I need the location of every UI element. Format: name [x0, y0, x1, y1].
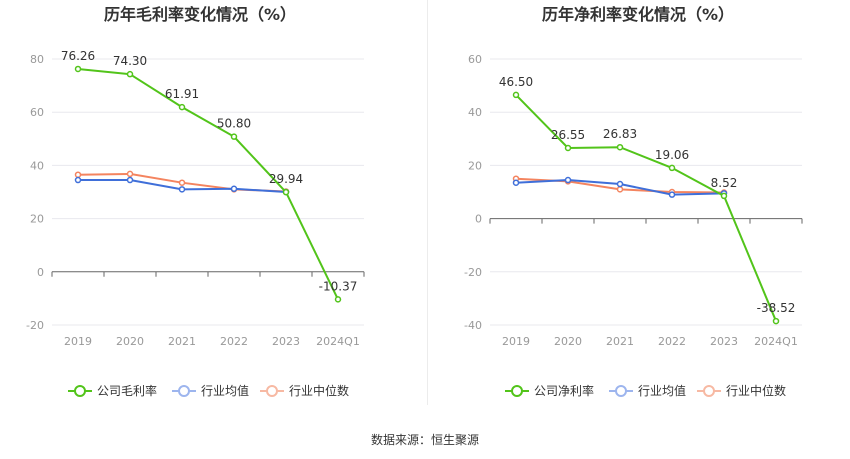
chart-1-series-0-point — [668, 164, 676, 172]
chart-0-legend-1-label: 行业均值 — [201, 383, 249, 398]
chart-1-data-label: 19.06 — [655, 148, 689, 162]
chart-0-legend-1-marker — [178, 385, 190, 397]
chart-1-data-label: 26.55 — [551, 128, 585, 142]
chart-1-x-tick: 2023 — [710, 335, 738, 348]
chart-0-x-tick: 2020 — [116, 335, 144, 348]
chart-1-legend-1-marker — [615, 385, 627, 397]
chart-0-y-tick: -20 — [26, 319, 44, 332]
chart-1-y-tick: 0 — [475, 213, 482, 226]
chart-0-series-0-point — [230, 133, 238, 140]
chart-1-series-1-point — [668, 191, 676, 198]
chart-1-series-0-point — [564, 144, 572, 152]
source-label: 数据来源：恒生聚源 — [370, 433, 479, 447]
chart-0-data-label: -10.37 — [319, 279, 358, 293]
chart-0-x-tick: 2023 — [272, 335, 300, 348]
chart-0-data-label: 76.26 — [61, 49, 95, 63]
chart-0-series-0-point — [74, 65, 82, 73]
chart-0-series-2-point — [74, 171, 82, 178]
chart-1-y-tick: -40 — [464, 319, 482, 332]
chart-0-data-label: 61.91 — [165, 87, 199, 101]
chart-1-x-tick: 2021 — [606, 335, 634, 348]
chart-0-legend-0-marker — [74, 385, 86, 397]
chart-1-data-label: 46.50 — [499, 75, 533, 89]
chart-1-data-label: 26.83 — [603, 127, 637, 141]
chart-1-series-0-point — [616, 143, 624, 151]
chart-0-series-0-point — [334, 296, 342, 303]
chart-0-legend-2-label: 行业中位数 — [289, 383, 349, 398]
chart-1-legend-1-label: 行业均值 — [638, 383, 686, 398]
chart-0-series-0-point — [126, 70, 134, 78]
chart-1-series-1-point — [564, 176, 572, 184]
chart-1-series-0-point — [512, 91, 520, 99]
chart-1-y-tick: 40 — [468, 106, 482, 119]
chart-1-x-tick: 2019 — [502, 335, 530, 348]
chart-1-data-label: 8.52 — [711, 176, 738, 190]
chart-0-data-label: 29.94 — [269, 172, 303, 186]
chart-0-series-1-point — [126, 176, 134, 184]
chart-0-series-1-point — [178, 186, 186, 193]
chart-0-series-1-point — [74, 176, 82, 184]
chart-1-legend-0-label: 公司净利率 — [534, 383, 594, 398]
chart-0-series-0-point — [178, 103, 186, 111]
chart-0-x-tick: 2019 — [64, 335, 92, 348]
chart-0-data-label: 50.80 — [217, 117, 251, 131]
chart-0-data-label: 74.30 — [113, 54, 147, 68]
chart-1-series-1-point — [512, 179, 520, 186]
chart-1-series-0-point — [772, 317, 780, 325]
chart-0-series-0-point — [282, 188, 290, 196]
chart-1-legend-2-label: 行业中位数 — [726, 383, 786, 398]
chart-1-x-tick: 2020 — [554, 335, 582, 348]
chart-1-series-0-line — [515, 94, 777, 322]
chart-1-series-0-point — [720, 192, 728, 200]
chart-0-x-tick: 2024Q1 — [316, 335, 360, 348]
chart-1-x-tick: 2022 — [658, 335, 686, 348]
chart-0-legend-2-marker — [266, 385, 278, 397]
chart-0-series-2-point — [126, 170, 134, 178]
panel-divider — [427, 0, 428, 405]
chart-1-series-1-point — [616, 180, 624, 188]
chart-1-data-label: -38.52 — [757, 301, 796, 315]
chart-0-y-tick: 40 — [30, 159, 44, 172]
chart-0-title: 历年毛利率变化情况（%） — [104, 5, 296, 24]
chart-1-title: 历年净利率变化情况（%） — [542, 5, 734, 24]
chart-0-series-2-point — [178, 179, 186, 186]
chart-1-series-2-point — [616, 186, 624, 193]
chart-1-legend-0-marker — [511, 385, 523, 397]
chart-0-series-1-point — [230, 185, 238, 193]
chart-0-y-tick: 80 — [30, 53, 44, 66]
chart-0-legend-0-label: 公司毛利率 — [97, 383, 157, 398]
chart-0-y-tick: 60 — [30, 106, 44, 119]
chart-0-x-tick: 2022 — [220, 335, 248, 348]
chart-0-y-tick: 0 — [37, 266, 44, 279]
chart-0-x-tick: 2021 — [168, 335, 196, 348]
chart-1-y-tick: 20 — [468, 159, 482, 172]
chart-1-y-tick: 60 — [468, 53, 482, 66]
chart-0-series-0-line — [77, 67, 339, 300]
chart-1-x-tick: 2024Q1 — [754, 335, 798, 348]
chart-1-y-tick: -20 — [464, 266, 482, 279]
chart-0-y-tick: 20 — [30, 213, 44, 226]
chart-1-legend-2-marker — [703, 385, 715, 397]
